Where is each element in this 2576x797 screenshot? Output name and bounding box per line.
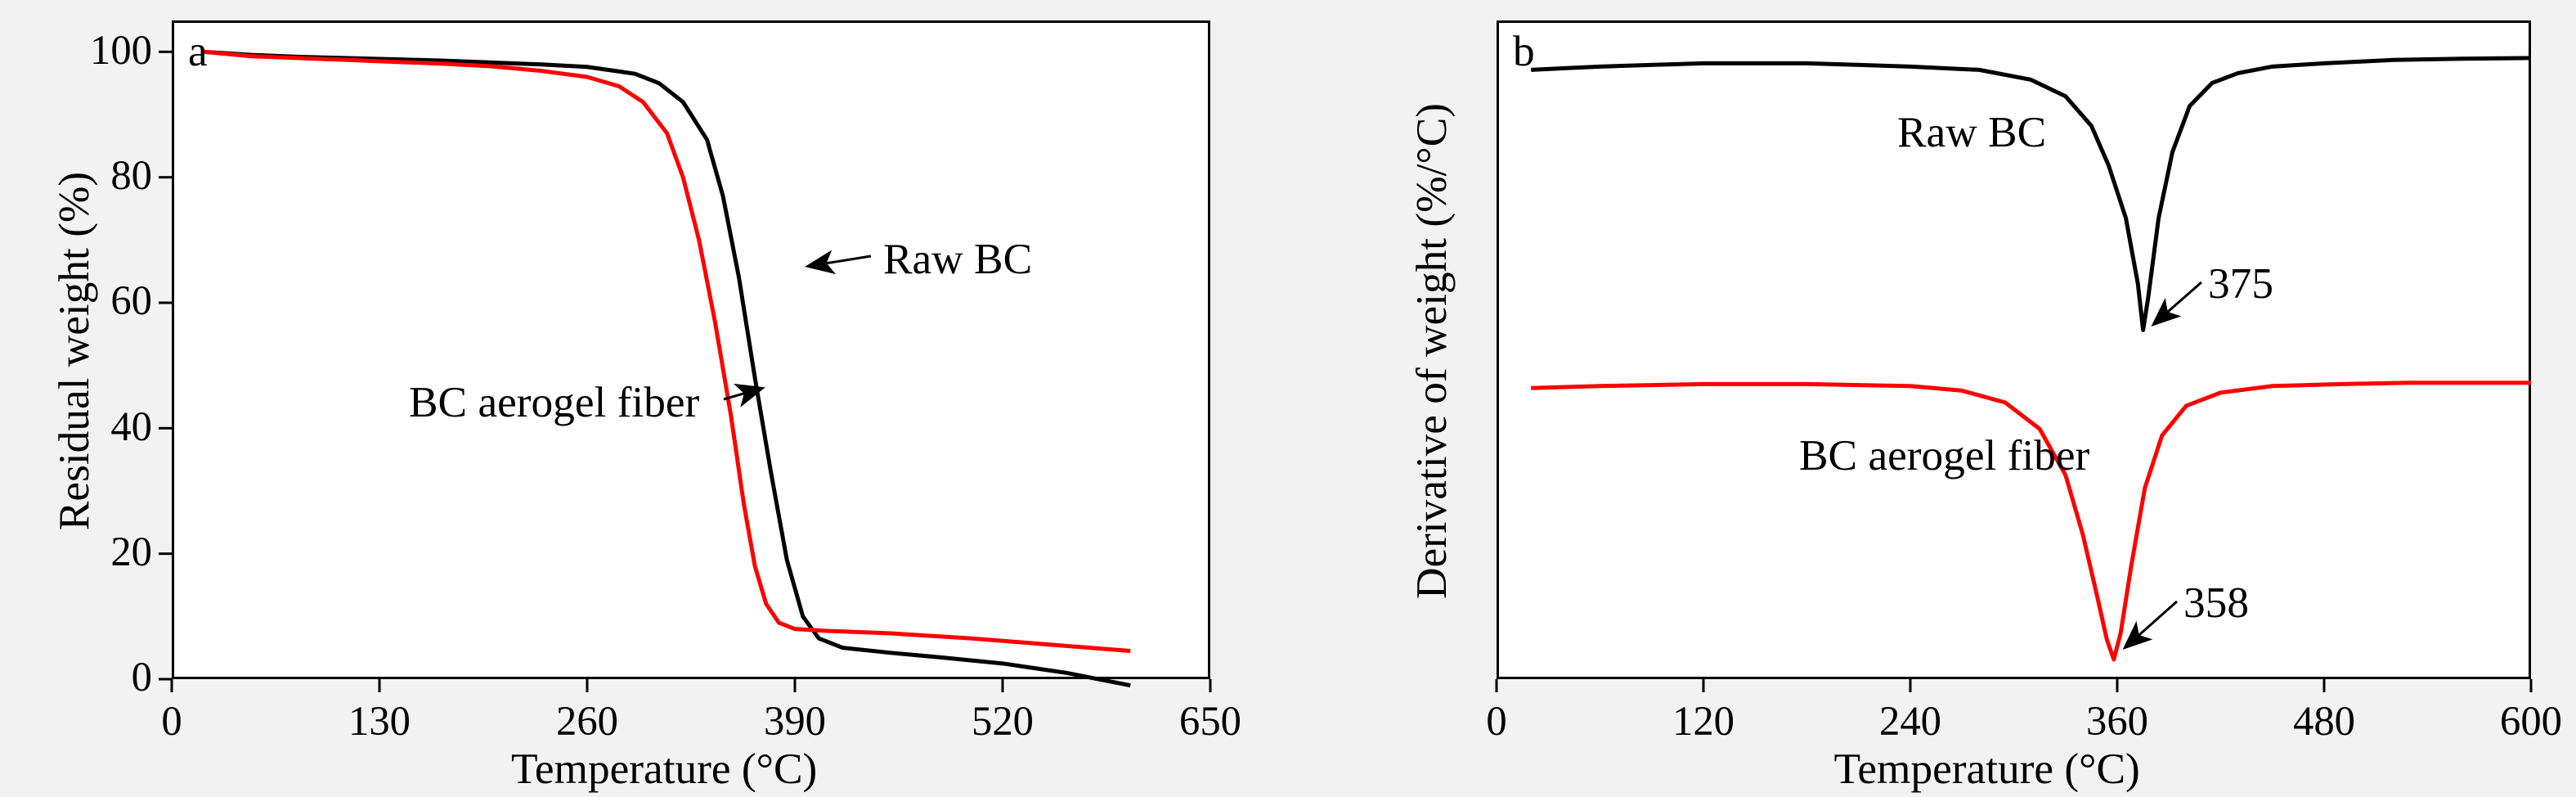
x-tick-label: 260 — [546, 697, 628, 745]
x-tick-label: 600 — [2490, 697, 2572, 745]
x-tick-label: 240 — [1869, 697, 1951, 745]
y-tick-label: 60 — [62, 277, 152, 324]
x-tick-label: 360 — [2076, 697, 2158, 745]
y-tick-label: 0 — [62, 653, 152, 700]
figure-root: a Temperature (°C) Residual weight (%) b… — [0, 0, 2576, 797]
annotation-peak_375: 375 — [2208, 258, 2273, 308]
panel-b-letter: b — [1513, 25, 1535, 76]
annotation-raw_bc_label: Raw BC — [883, 233, 1032, 284]
x-tick-label: 650 — [1169, 697, 1251, 745]
panel-a-x-axis-label: Temperature (°C) — [511, 743, 817, 794]
y-tick-label: 40 — [62, 403, 152, 450]
y-tick-label: 100 — [62, 26, 152, 74]
x-tick-label: 480 — [2283, 697, 2365, 745]
x-tick-label: 520 — [962, 697, 1043, 745]
panel-a-letter: a — [188, 25, 208, 76]
annotation-raw_bc_label: Raw BC — [1897, 106, 2046, 157]
annotation-peak_358: 358 — [2183, 577, 2249, 628]
x-tick-label: 390 — [754, 697, 836, 745]
annotation-bc_aerogel_label: BC aerogel fiber — [409, 376, 699, 427]
y-tick-label: 80 — [62, 151, 152, 199]
x-tick-label: 120 — [1663, 697, 1744, 745]
panel-b-x-axis-label: Temperature (°C) — [1834, 743, 2140, 794]
panel-b-y-axis-label: Derivative of weight (%/°C) — [1406, 65, 1456, 637]
x-tick-label: 0 — [1456, 697, 1537, 745]
x-tick-label: 0 — [131, 697, 213, 745]
y-tick-label: 20 — [62, 528, 152, 575]
x-tick-label: 130 — [339, 697, 420, 745]
panel-a-y-axis-label: Residual weight (%) — [48, 138, 99, 564]
panel-a-plot-area — [172, 20, 1210, 679]
annotation-bc_aerogel_label: BC aerogel fiber — [1799, 430, 2089, 480]
